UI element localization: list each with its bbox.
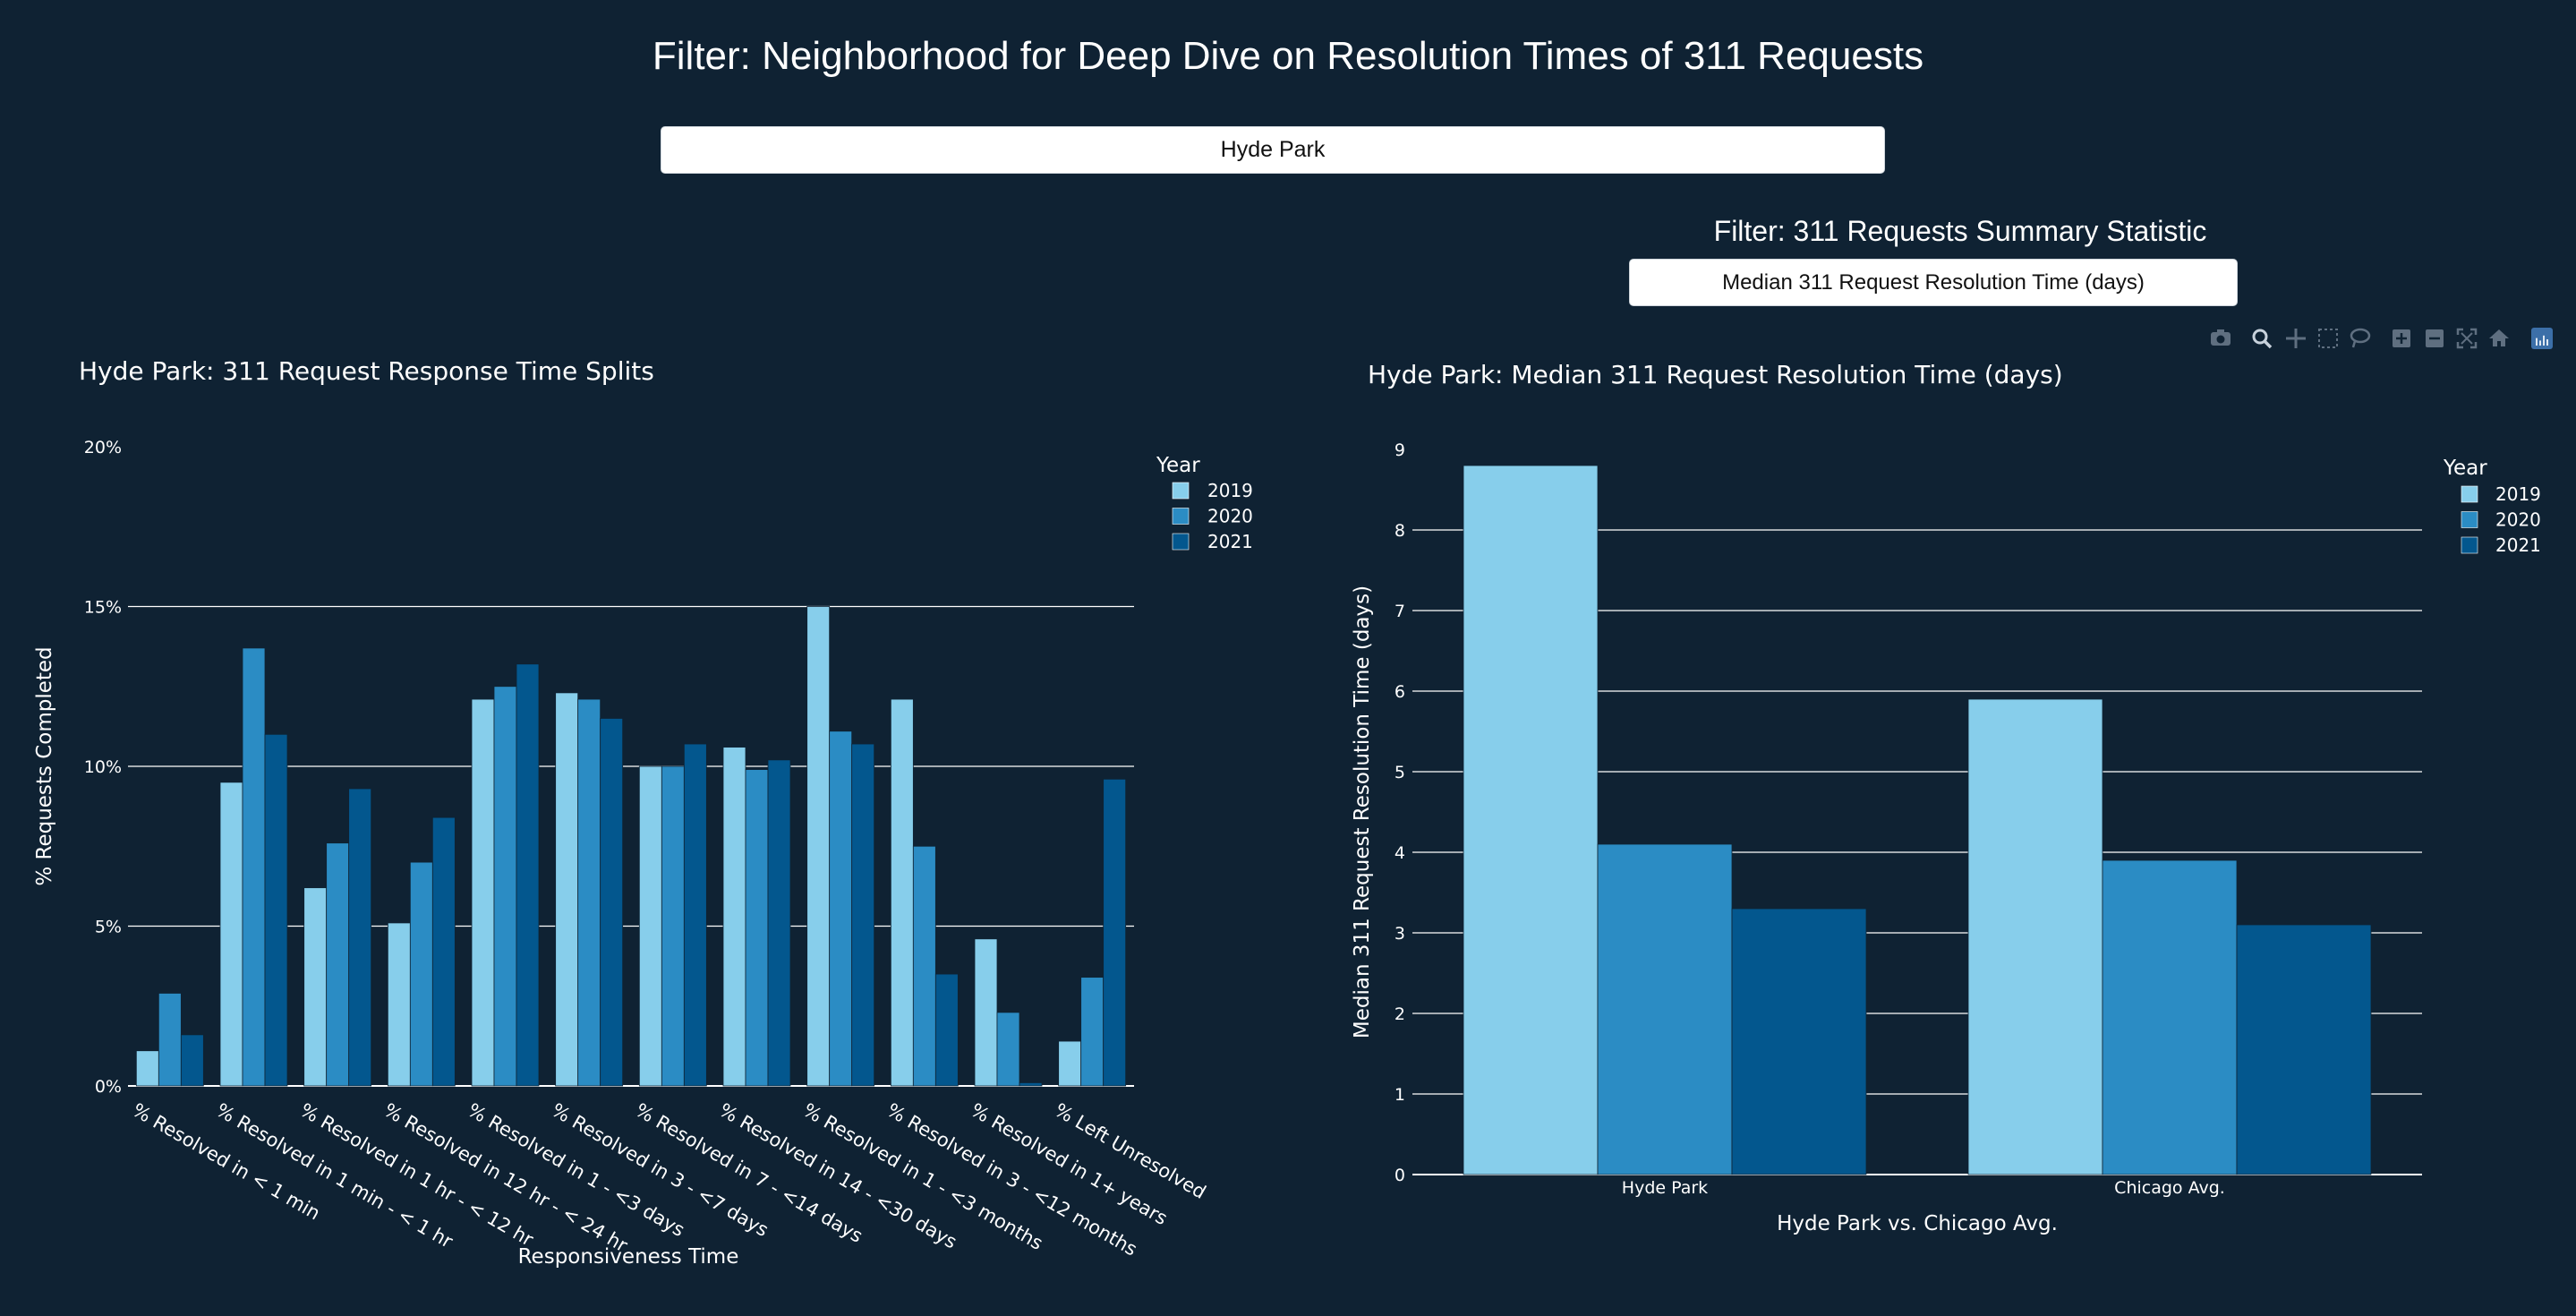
chart-2-y-axis-title: Median 311 Request Resolution Time (days… bbox=[1351, 585, 1374, 1038]
chart-1-legend-swatch[interactable] bbox=[1172, 482, 1190, 500]
chart-2-legend-swatch[interactable] bbox=[2461, 485, 2478, 503]
modebar bbox=[2211, 328, 2553, 349]
chart-2-legend: Year 2019 2020 2021 bbox=[2443, 457, 2541, 556]
chart-1-bar-2019[interactable] bbox=[638, 765, 662, 1087]
chart-2-y-tick-label: 9 bbox=[1395, 440, 1405, 460]
chart-1-bar-2020[interactable] bbox=[493, 686, 517, 1087]
chart-1-y-tick-label: 10% bbox=[84, 757, 122, 777]
chart-1-legend-swatch[interactable] bbox=[1172, 533, 1190, 551]
chart-1-y-tick-label: 15% bbox=[84, 598, 122, 618]
chart-2-legend-label[interactable]: 2019 bbox=[2495, 483, 2541, 505]
chart-1-title: Hyde Park: 311 Request Response Time Spl… bbox=[79, 356, 654, 386]
chart-1-legend-title: Year bbox=[1156, 454, 1200, 477]
chart-1-bar-2021[interactable] bbox=[851, 743, 875, 1087]
chart-1-bar-2019[interactable] bbox=[555, 692, 579, 1087]
zoom-icon[interactable] bbox=[2252, 329, 2273, 349]
chart-1-legend-label[interactable]: 2021 bbox=[1207, 531, 1253, 552]
chart-1-legend-label[interactable]: 2019 bbox=[1207, 480, 1253, 501]
reset-axes-icon[interactable] bbox=[2489, 329, 2509, 346]
chart-1-bar-2020[interactable] bbox=[1080, 977, 1105, 1087]
chart-1-bar-2020[interactable] bbox=[242, 647, 266, 1087]
chart-2-y-tick-label: 4 bbox=[1395, 843, 1405, 863]
chart-2-bar-2021[interactable] bbox=[1731, 908, 1867, 1175]
response-splits-chart: Hyde Park: 311 Request Response Time Spl… bbox=[33, 356, 1253, 1269]
chart-2-legend-swatch[interactable] bbox=[2461, 511, 2478, 528]
zoom-out-icon[interactable] bbox=[2426, 329, 2444, 347]
chart-1-y-tick-label: 5% bbox=[95, 918, 122, 937]
chart-2-bar-2021[interactable] bbox=[2236, 924, 2372, 1175]
chart-1-bar-2021[interactable] bbox=[767, 759, 791, 1087]
chart-2-y-tick-label: 2 bbox=[1395, 1004, 1405, 1024]
chart-1-bar-2020[interactable] bbox=[326, 842, 350, 1087]
chart-1-bar-2019[interactable] bbox=[471, 698, 495, 1087]
chart-2-y-tick-label: 8 bbox=[1395, 521, 1405, 541]
camera-icon[interactable] bbox=[2211, 329, 2231, 346]
chart-1-x-axis-title: Responsiveness Time bbox=[518, 1245, 739, 1269]
chart-1-y-axis-title: % Requests Completed bbox=[33, 646, 56, 885]
chart-1-bar-2021[interactable] bbox=[1019, 1082, 1043, 1087]
pan-icon[interactable] bbox=[2286, 329, 2306, 348]
chart-1-legend-label[interactable]: 2020 bbox=[1207, 506, 1253, 527]
chart-1-bar-2020[interactable] bbox=[409, 861, 433, 1087]
chart-2-legend-label[interactable]: 2020 bbox=[2495, 509, 2541, 531]
page-title: Filter: Neighborhood for Deep Dive on Re… bbox=[652, 34, 1924, 78]
chart-2-legend-label[interactable]: 2021 bbox=[2495, 534, 2541, 556]
chart-1-bar-2021[interactable] bbox=[431, 816, 456, 1087]
chart-1-bar-2021[interactable] bbox=[600, 718, 624, 1087]
zoom-in-icon[interactable] bbox=[2393, 329, 2410, 347]
chart-1-bar-2019[interactable] bbox=[1058, 1040, 1082, 1087]
chart-2-legend-title: Year bbox=[2443, 457, 2487, 480]
chart-2-bar-2020[interactable] bbox=[1597, 843, 1733, 1175]
chart-2-y-tick-label: 6 bbox=[1395, 682, 1405, 702]
chart-1-bar-2019[interactable] bbox=[303, 887, 328, 1087]
summary-filter-title: Filter: 311 Requests Summary Statistic bbox=[1713, 215, 2207, 247]
chart-1-y-tick-label: 20% bbox=[84, 438, 122, 457]
chart-1-bar-2019[interactable] bbox=[219, 782, 243, 1087]
plotly-logo-icon[interactable] bbox=[2531, 328, 2553, 349]
chart-1-bar-2021[interactable] bbox=[348, 788, 372, 1087]
chart-1-bar-2021[interactable] bbox=[516, 663, 540, 1087]
chart-2-y-tick-label: 7 bbox=[1395, 602, 1405, 621]
neighborhood-dropdown[interactable]: Hyde Park bbox=[661, 126, 1885, 174]
chart-1-bar-2020[interactable] bbox=[158, 993, 182, 1087]
chart-2-y-tick-label: 0 bbox=[1395, 1166, 1405, 1185]
chart-1-bar-2021[interactable] bbox=[683, 743, 707, 1087]
chart-1-bar-2019[interactable] bbox=[135, 1050, 159, 1087]
chart-1-bar-2020[interactable] bbox=[912, 845, 936, 1087]
chart-1-legend: Year 2019 2020 2021 bbox=[1156, 454, 1253, 552]
chart-1-bar-2020[interactable] bbox=[745, 769, 769, 1087]
chart-2-bar-2019[interactable] bbox=[1967, 698, 2103, 1175]
lasso-icon[interactable] bbox=[2350, 328, 2371, 348]
box-select-icon[interactable] bbox=[2318, 329, 2338, 348]
chart-1-bar-2021[interactable] bbox=[180, 1034, 204, 1087]
chart-2-x-tick-label: Chicago Avg. bbox=[2114, 1178, 2225, 1198]
chart-2-x-tick-label: Hyde Park bbox=[1622, 1178, 1708, 1198]
chart-2-bar-2019[interactable] bbox=[1463, 465, 1599, 1175]
chart-1-bar-2019[interactable] bbox=[387, 922, 411, 1087]
chart-1-y-tick-label: 0% bbox=[95, 1077, 122, 1097]
chart-1-bar-2021[interactable] bbox=[934, 973, 959, 1087]
chart-2-bar-2020[interactable] bbox=[2102, 859, 2238, 1175]
chart-2-y-tick-label: 3 bbox=[1395, 924, 1405, 944]
autoscale-icon[interactable] bbox=[2456, 328, 2478, 349]
chart-2-y-tick-label: 5 bbox=[1395, 763, 1405, 782]
chart-1-bar-2020[interactable] bbox=[661, 765, 685, 1087]
median-resolution-chart: Hyde Park: Median 311 Request Resolution… bbox=[1351, 360, 2541, 1235]
chart-1-legend-swatch[interactable] bbox=[1172, 508, 1190, 525]
summary-statistic-dropdown[interactable]: Median 311 Request Resolution Time (days… bbox=[1629, 259, 2238, 306]
chart-1-bar-2021[interactable] bbox=[264, 733, 288, 1087]
chart-1-bar-2020[interactable] bbox=[996, 1012, 1020, 1087]
chart-1-bar-2019[interactable] bbox=[890, 698, 914, 1087]
chart-1-bar-2019[interactable] bbox=[974, 938, 998, 1087]
chart-2-title: Hyde Park: Median 311 Request Resolution… bbox=[1368, 360, 2063, 389]
chart-1-bar-2020[interactable] bbox=[829, 731, 853, 1087]
chart-2-y-tick-label: 1 bbox=[1395, 1085, 1405, 1105]
chart-1-bar-2019[interactable] bbox=[722, 747, 746, 1087]
chart-2-x-axis-title: Hyde Park vs. Chicago Avg. bbox=[1777, 1212, 2058, 1235]
chart-1-bar-2020[interactable] bbox=[577, 698, 601, 1087]
chart-1-bar-2019[interactable] bbox=[806, 606, 831, 1087]
chart-2-legend-swatch[interactable] bbox=[2461, 536, 2478, 554]
chart-1-bar-2021[interactable] bbox=[1103, 778, 1127, 1087]
